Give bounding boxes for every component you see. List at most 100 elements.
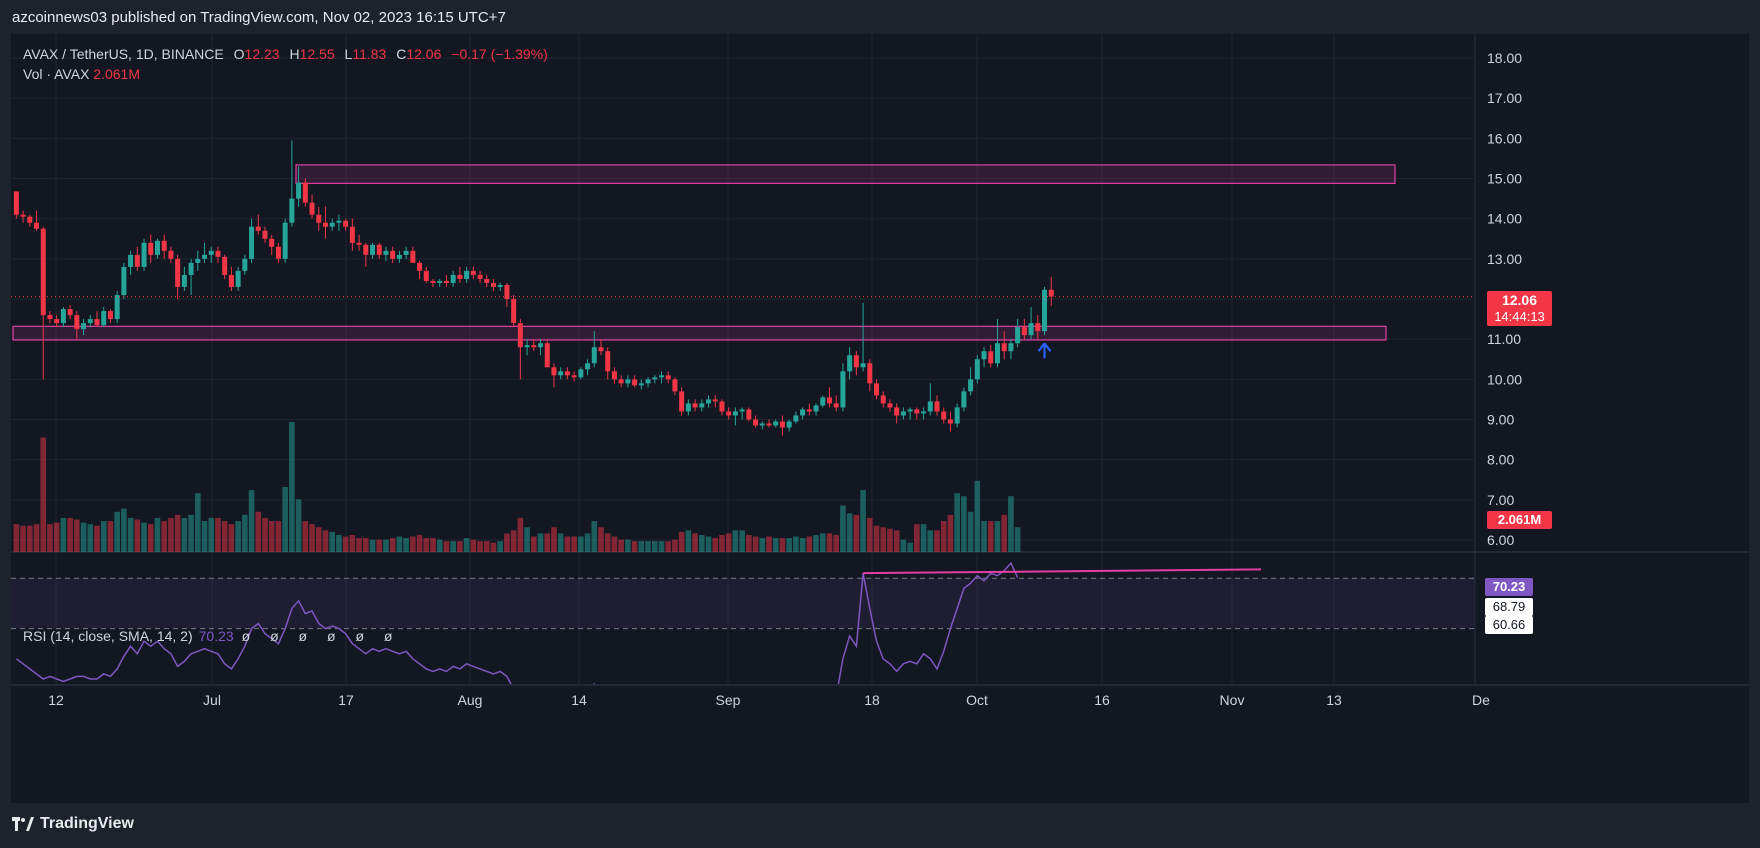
candle-body — [900, 411, 906, 416]
rsi-band — [11, 578, 1475, 629]
volume-bar — [907, 542, 913, 552]
volume-bar — [275, 521, 282, 552]
candle-body — [322, 222, 328, 227]
volume-bar — [443, 541, 450, 552]
candle-body — [208, 250, 214, 255]
candle-body — [880, 395, 886, 404]
rsi-line — [15, 561, 1019, 684]
volume-bar — [208, 517, 215, 552]
volume-bar — [47, 524, 53, 552]
candle-body — [719, 401, 725, 412]
volume-bar — [53, 522, 60, 552]
candle-body — [914, 409, 920, 414]
volume-bar — [967, 511, 974, 552]
up-arrow-icon — [1037, 342, 1052, 359]
candle-body — [605, 351, 611, 372]
candle-body — [813, 405, 819, 412]
candle-body — [739, 409, 745, 412]
volume-bar — [436, 539, 443, 552]
candle-body — [403, 250, 409, 255]
volume-bar — [107, 521, 114, 552]
symbol-label[interactable]: AVAX / TetherUS, 1D, BINANCE — [23, 46, 224, 62]
candle-body — [343, 220, 349, 227]
candle-body — [618, 379, 624, 384]
candle-body — [517, 323, 523, 348]
candle-body — [726, 411, 732, 416]
volume-bar — [672, 539, 678, 552]
volume-bar — [215, 517, 221, 552]
candle-body — [20, 214, 26, 217]
candle-body — [329, 222, 335, 227]
footer: TradingView — [12, 815, 134, 833]
price-axis-tick: 16.00 — [1487, 130, 1522, 146]
candle-body — [706, 399, 712, 404]
volume-bar — [322, 530, 329, 552]
candle-body — [249, 226, 255, 259]
candlestick-chart[interactable]: 18.0017.0016.0015.0014.0013.0012.0011.00… — [11, 34, 1749, 803]
candle-body — [571, 375, 577, 378]
candle-body — [215, 250, 221, 257]
volume-bar — [631, 541, 638, 552]
volume-bar — [860, 490, 866, 552]
volume-label[interactable]: Vol · AVAX — [23, 66, 90, 82]
candle-body — [228, 274, 234, 287]
volume-bar — [255, 511, 262, 552]
candle-body — [94, 319, 100, 326]
volume-bar — [793, 536, 799, 552]
candle-body — [289, 198, 295, 223]
price-axis-tick: 13.00 — [1487, 251, 1522, 267]
volume-bar — [705, 536, 712, 552]
candle-body — [417, 262, 423, 271]
volume-bar — [611, 536, 618, 552]
volume-bar — [826, 533, 833, 552]
time-axis-tick: 16 — [1094, 692, 1110, 708]
volume-bar — [665, 541, 671, 552]
price-axis-tick: 6.00 — [1487, 532, 1514, 548]
candle-body — [652, 377, 658, 380]
chart-area[interactable]: 18.0017.0016.0015.0014.0013.0012.0011.00… — [11, 34, 1749, 803]
candle-body — [121, 266, 127, 296]
candle-body — [867, 363, 873, 384]
volume-bar — [295, 499, 302, 552]
volume-bar — [625, 539, 631, 552]
volume-bar — [786, 538, 792, 552]
time-axis-tick: 13 — [1326, 692, 1342, 708]
volume-bar — [914, 524, 920, 552]
candle-body — [27, 216, 33, 223]
footer-brand[interactable]: TradingView — [40, 815, 134, 832]
rsi-label[interactable]: RSI (14, close, SMA, 14, 2) — [23, 628, 193, 644]
candle-body — [74, 315, 80, 330]
price-tag-countdown: 14:44:13 — [1494, 309, 1545, 324]
candle-body — [40, 228, 46, 316]
candle-body — [531, 345, 537, 348]
volume-bar — [342, 536, 349, 552]
volume-bar — [60, 517, 67, 552]
candle-body — [578, 369, 584, 378]
publisher-line: azcoinnews03 published on TradingView.co… — [12, 9, 506, 26]
candle-body — [128, 254, 134, 267]
volume-bar — [584, 533, 591, 552]
volume-bar — [457, 541, 463, 552]
volume-bar — [235, 521, 241, 552]
candle-body — [974, 359, 980, 380]
volume-bar — [840, 505, 846, 552]
volume-bar — [893, 530, 900, 552]
volume-bar — [228, 524, 235, 552]
volume-bar — [74, 519, 80, 552]
candle-body — [988, 351, 994, 364]
volume-bar — [181, 517, 188, 552]
price-axis-tick: 15.00 — [1487, 171, 1522, 187]
candle-body — [141, 242, 147, 267]
volume-bar — [248, 490, 255, 552]
candle-body — [820, 397, 826, 406]
volume-bar — [759, 538, 766, 552]
volume-bar — [1008, 496, 1014, 552]
candle-body — [269, 238, 275, 247]
candle-body — [853, 355, 859, 368]
candle-body — [806, 409, 812, 412]
volume-bar — [262, 517, 268, 552]
time-axis-tick: Sep — [716, 692, 741, 708]
candle-body — [383, 250, 389, 255]
candle-body — [107, 311, 113, 320]
candle-body — [598, 347, 604, 352]
